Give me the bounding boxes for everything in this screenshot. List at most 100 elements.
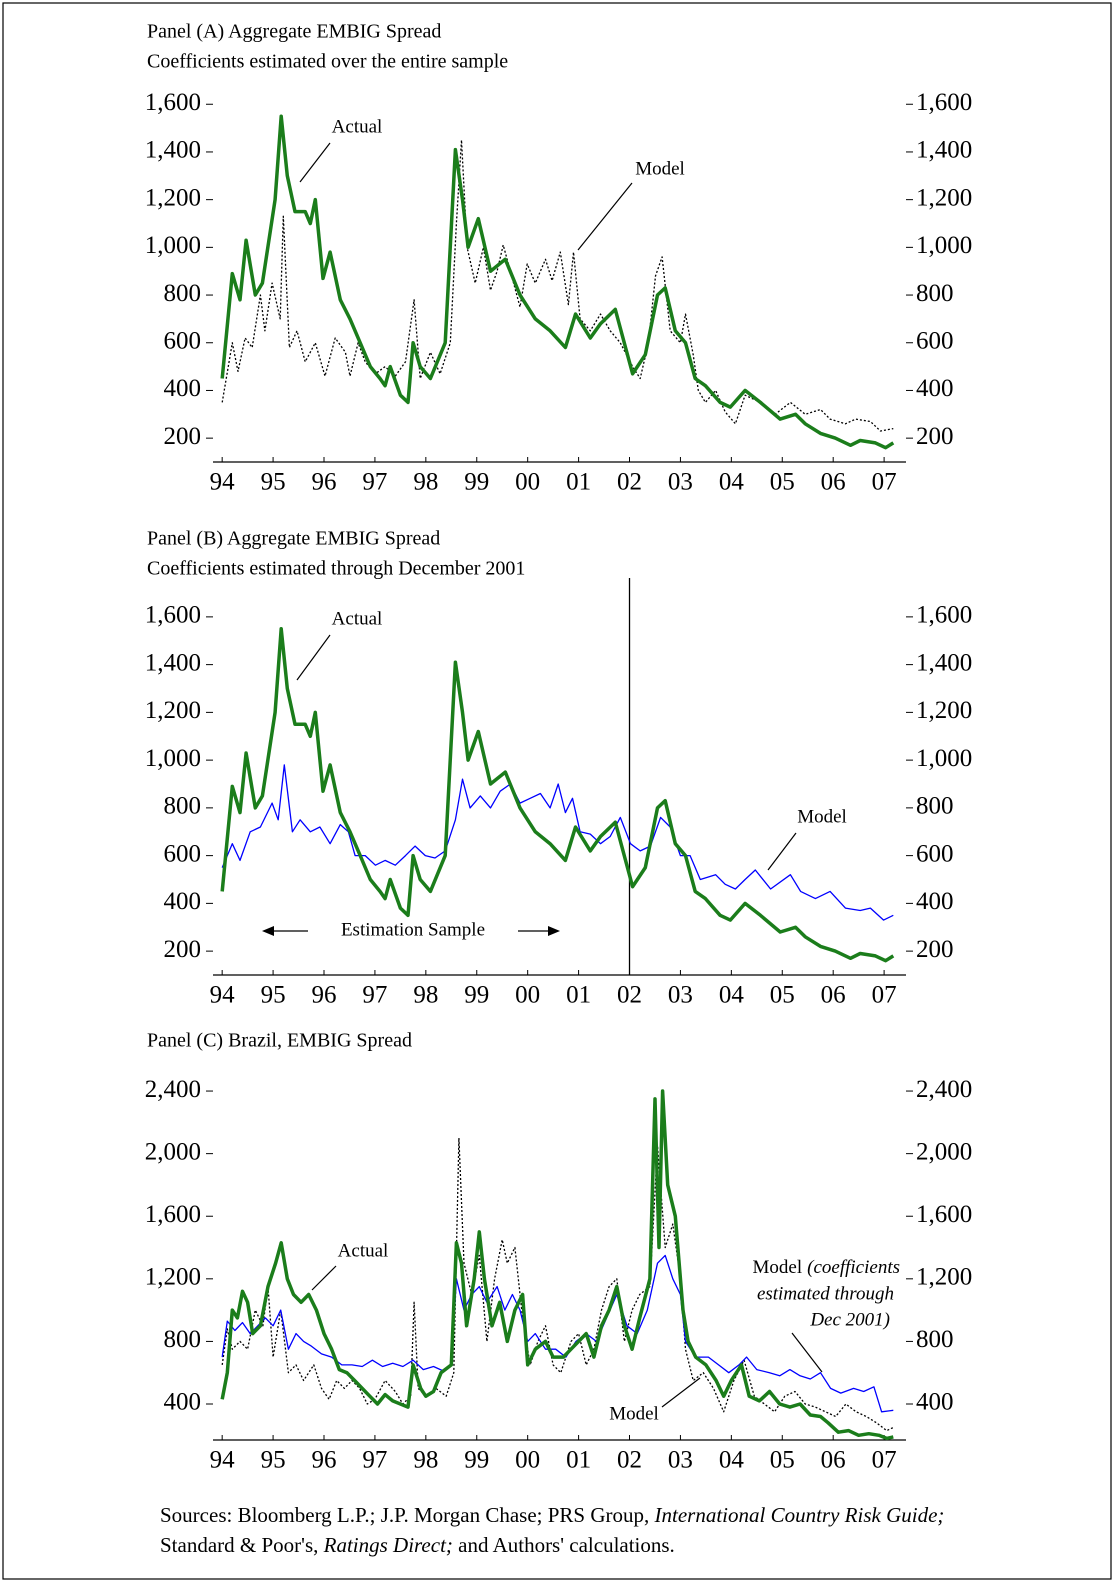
x-tick-label: 01	[566, 982, 591, 1009]
y2-tick-label: 600	[916, 327, 954, 354]
y-tick-label: 1,400	[145, 649, 201, 676]
x-tick-label: 07	[872, 1447, 897, 1474]
footer-text: International Country Risk Guide;	[654, 1503, 945, 1527]
footer-text: Sources: Bloomberg L.P.; J.P. Morgan Cha…	[160, 1503, 655, 1527]
annotation: Actual	[332, 608, 383, 629]
x-tick-label: 96	[312, 1447, 337, 1474]
x-tick-label: 05	[770, 982, 795, 1009]
x-tick-label: 95	[261, 1447, 286, 1474]
footer-text: and Authors' calculations.	[452, 1533, 675, 1557]
y-tick-label: 200	[164, 936, 202, 963]
y2-tick-label: 200	[916, 936, 954, 963]
x-tick-label: 95	[261, 469, 286, 496]
y2-tick-label: 1,200	[916, 1264, 972, 1291]
x-tick-label: 04	[719, 1447, 745, 1474]
y-tick-label: 1,000	[145, 745, 201, 772]
annotation-leader	[767, 832, 797, 871]
x-tick-label: 02	[617, 1447, 642, 1474]
series-line	[221, 1254, 894, 1413]
x-tick-label: 97	[362, 1447, 387, 1474]
y2-tick-label: 200	[916, 423, 954, 450]
footer: Sources: Bloomberg L.P.; J.P. Morgan Cha…	[160, 1500, 960, 1560]
y2-tick-label: 1,400	[916, 649, 972, 676]
x-tick-label: 07	[872, 982, 897, 1009]
y2-tick-label: 800	[916, 793, 954, 820]
y-tick-label: 1,600	[145, 1201, 201, 1228]
x-tick-label: 06	[821, 469, 846, 496]
annotation: Estimation Sample	[341, 919, 485, 940]
y-tick-label: 400	[164, 1389, 202, 1416]
x-tick-label: 97	[362, 982, 387, 1009]
y-tick-label: 1,000	[145, 232, 201, 259]
annotation-note: (coefficients	[807, 1257, 900, 1278]
y2-tick-label: 1,000	[916, 745, 972, 772]
annotation: Model	[609, 1403, 659, 1424]
y2-tick-label: 1,200	[916, 697, 972, 724]
x-tick-label: 00	[515, 1447, 540, 1474]
y-tick-label: 400	[164, 375, 202, 402]
y-tick-label: 800	[164, 280, 202, 307]
x-tick-label: 00	[515, 469, 540, 496]
y-tick-label: 2,000	[145, 1138, 201, 1165]
panel-title: Panel (B) Aggregate EMBIG Spread	[147, 528, 440, 550]
series-line	[220, 1089, 894, 1441]
y-tick-label: 800	[164, 1326, 202, 1353]
series-line	[220, 627, 895, 963]
x-tick-label: 02	[617, 982, 642, 1009]
x-tick-label: 01	[566, 1447, 591, 1474]
annotation: Model (coefficients	[753, 1257, 900, 1278]
x-tick-label: 03	[668, 982, 693, 1009]
x-tick-label: 02	[617, 469, 642, 496]
x-tick-label: 05	[770, 469, 795, 496]
x-tick-label: 94	[210, 982, 236, 1009]
y2-tick-label: 1,600	[916, 1201, 972, 1228]
y-tick-label: 600	[164, 327, 202, 354]
x-tick-label: 95	[261, 982, 286, 1009]
y2-tick-label: 2,000	[916, 1138, 972, 1165]
x-tick-label: 94	[210, 1447, 236, 1474]
annotation: Actual	[338, 1240, 389, 1261]
annotation-leader	[577, 182, 633, 251]
panel-title: Panel (A) Aggregate EMBIG Spread	[147, 21, 441, 43]
x-tick-label: 96	[312, 982, 337, 1009]
y-tick-label: 1,200	[145, 1264, 201, 1291]
arrow-head	[548, 926, 560, 936]
x-tick-label: 94	[210, 469, 236, 496]
x-tick-label: 04	[719, 469, 745, 496]
x-tick-label: 03	[668, 1447, 693, 1474]
x-tick-label: 03	[668, 469, 693, 496]
y2-tick-label: 800	[916, 280, 954, 307]
x-tick-label: 98	[413, 1447, 438, 1474]
y2-tick-label: 1,000	[916, 232, 972, 259]
series-line	[220, 114, 895, 450]
x-tick-label: 99	[464, 982, 489, 1009]
annotation-leader	[311, 1265, 337, 1291]
y2-tick-label: 1,600	[916, 89, 972, 116]
annotation-note: Dec 2001)	[809, 1309, 890, 1330]
footer-text: Standard & Poor's,	[160, 1533, 324, 1557]
annotation-note: estimated through	[757, 1283, 894, 1304]
x-tick-label: 04	[719, 982, 745, 1009]
y-tick-label: 1,600	[145, 89, 201, 116]
x-tick-label: 96	[312, 469, 337, 496]
y-tick-label: 200	[164, 423, 202, 450]
annotation-name: Model	[753, 1257, 803, 1278]
panel-subtitle: Coefficients estimated through December …	[147, 558, 525, 580]
annotation-leader	[661, 1377, 701, 1408]
x-tick-label: 06	[821, 1447, 846, 1474]
x-tick-label: 98	[413, 982, 438, 1009]
arrow-head	[262, 926, 274, 936]
annotation: Model	[635, 158, 685, 179]
y2-tick-label: 400	[916, 375, 954, 402]
y2-tick-label: 1,400	[916, 137, 972, 164]
x-tick-label: 97	[362, 469, 387, 496]
annotation: Actual	[332, 116, 383, 137]
y2-tick-label: 2,400	[916, 1076, 972, 1103]
y-tick-label: 1,400	[145, 137, 201, 164]
series-line	[221, 1137, 894, 1432]
y2-tick-label: 1,200	[916, 184, 972, 211]
y-tick-label: 2,400	[145, 1076, 201, 1103]
y-tick-label: 800	[164, 793, 202, 820]
